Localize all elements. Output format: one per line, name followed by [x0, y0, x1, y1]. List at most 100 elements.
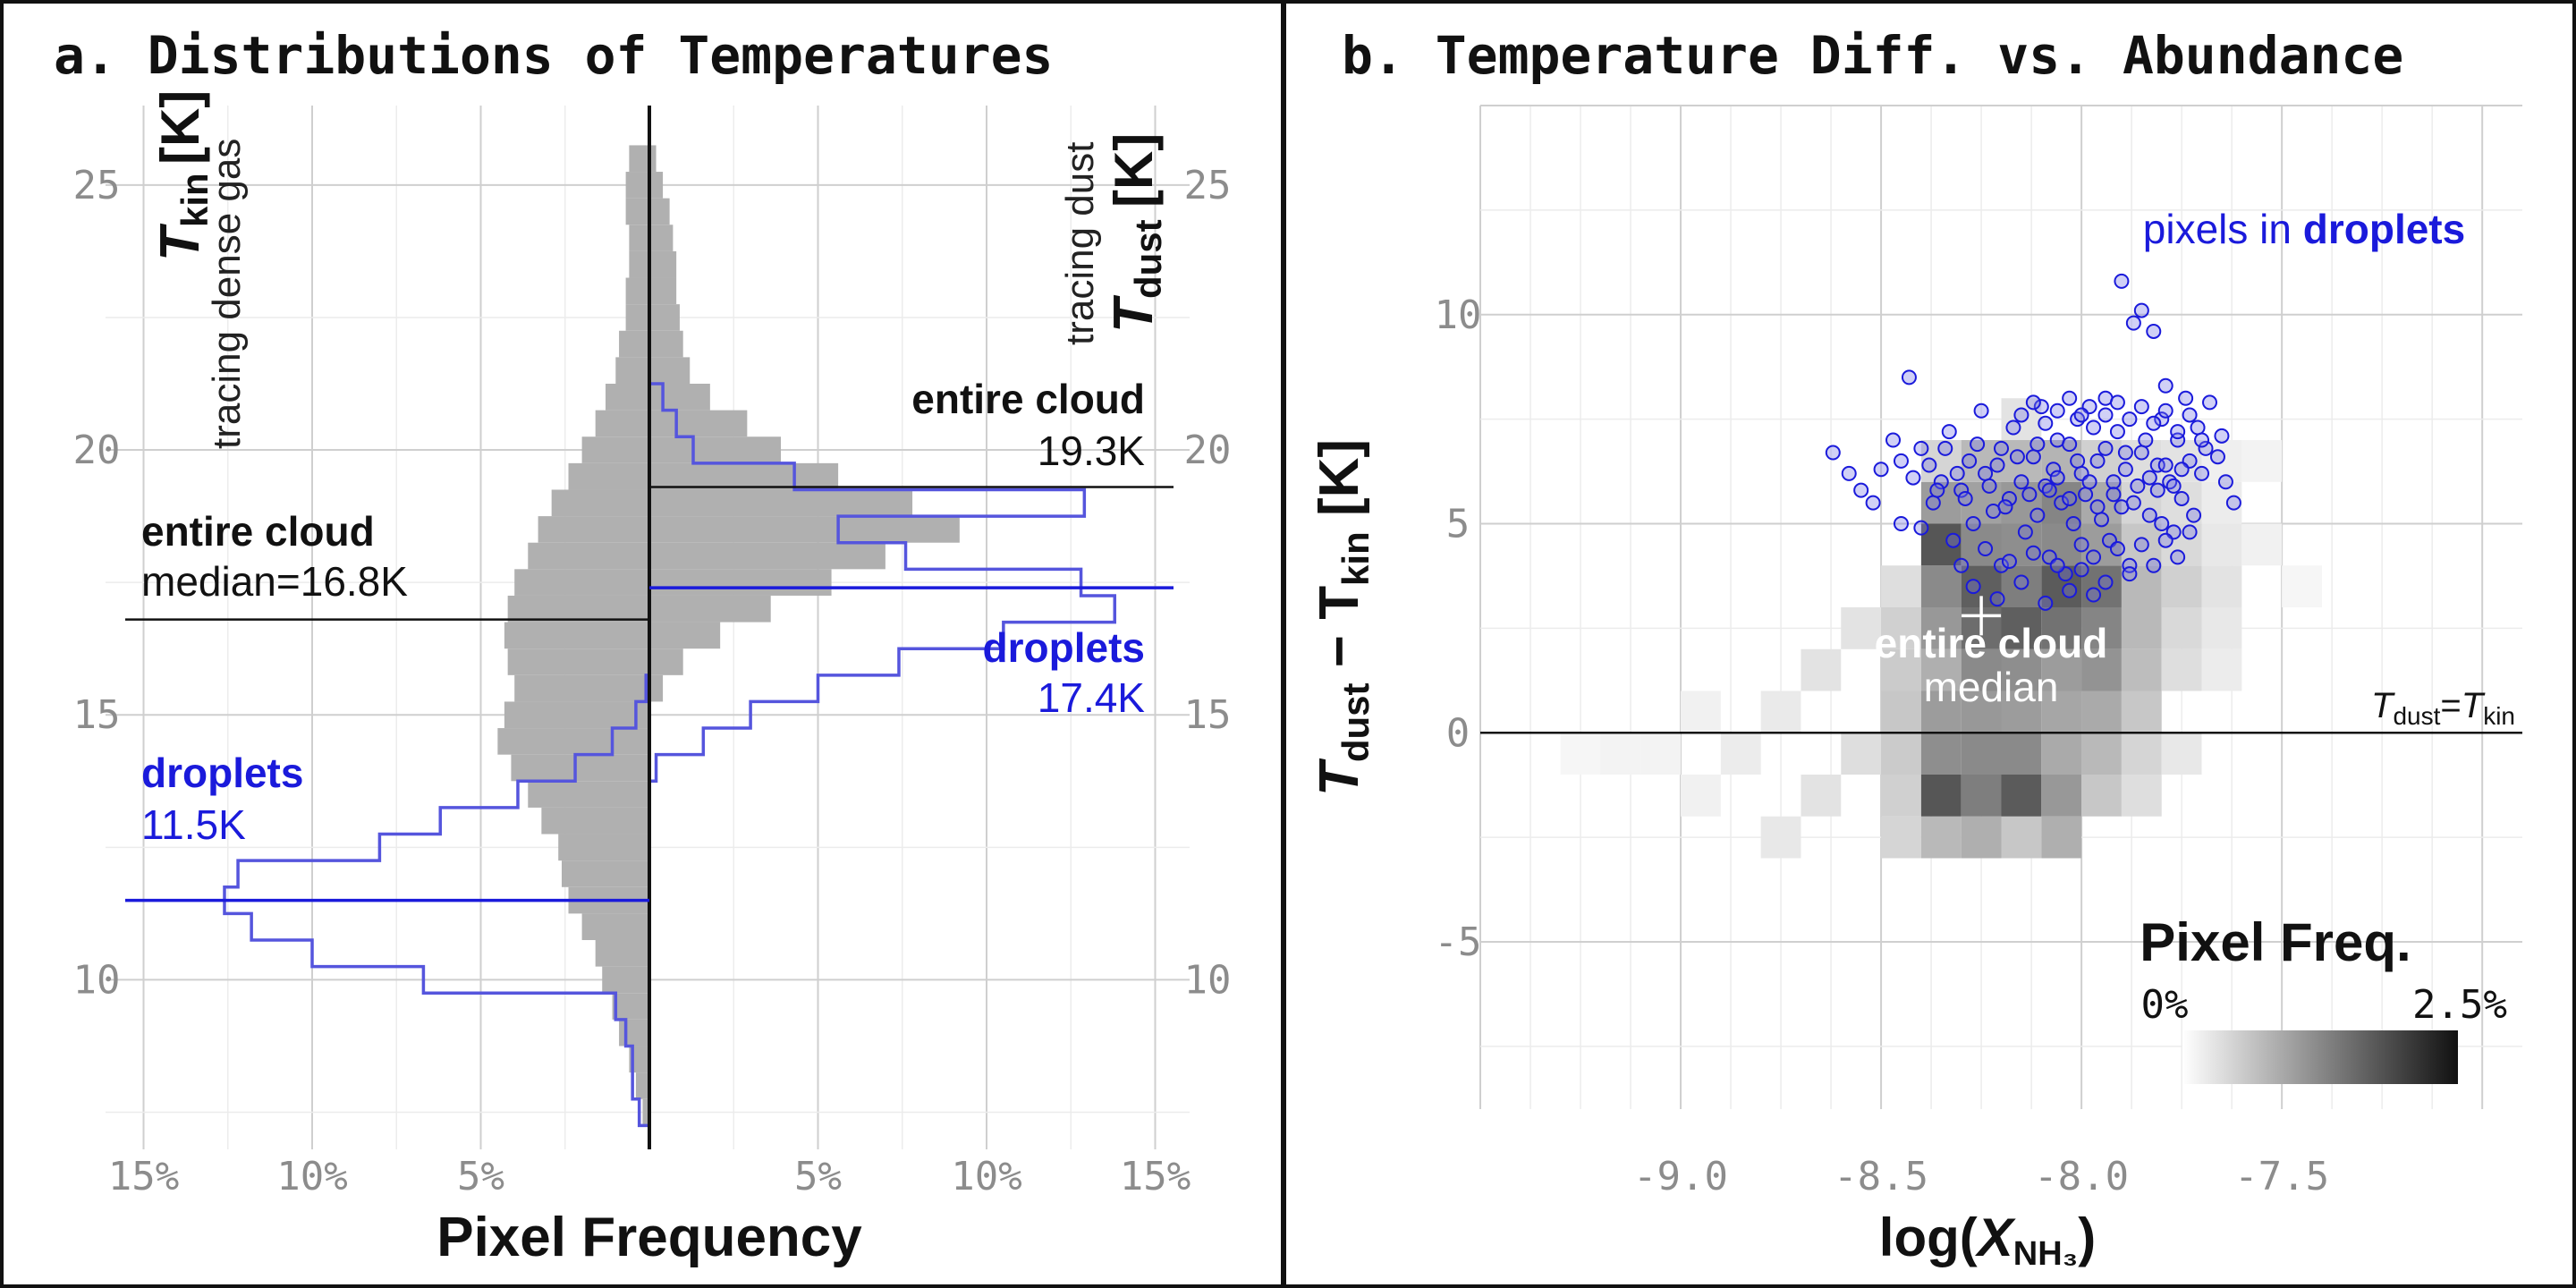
- scatter-point: [2013, 574, 2029, 590]
- heatmap-cell: [2241, 523, 2283, 566]
- hist-bar: [629, 250, 649, 278]
- hist-bar: [561, 860, 649, 887]
- heatmap-cell: [1881, 816, 1921, 859]
- scatter-point: [2029, 436, 2046, 453]
- scatter-point: [2038, 415, 2054, 431]
- hist-bar: [649, 462, 839, 490]
- ann-cloud-left-title: entire cloud: [141, 508, 375, 555]
- heatmap-cell: [1640, 733, 1682, 775]
- heatmap-cell: [2201, 648, 2242, 691]
- hist-bar: [625, 277, 649, 305]
- hist-bar: [541, 807, 649, 835]
- colorbar-max-label: 2.5%: [2412, 982, 2507, 1028]
- panel-a-title: a. Distributions of Temperatures: [54, 25, 1053, 86]
- scatter-point: [2065, 516, 2081, 531]
- tkin-unit: [K]: [150, 90, 210, 165]
- panel-b-ticks: -5 0 5 10 -9.0 -8.5 -8.0 -7.5: [1435, 292, 2330, 1199]
- scatter-point: [2170, 549, 2186, 565]
- hist-bar: [649, 357, 691, 385]
- ann-drop-left-value: 11.5K: [141, 801, 246, 848]
- scatter-point: [2157, 457, 2174, 473]
- scatter-point: [2149, 482, 2165, 498]
- scatter-point: [1825, 445, 1841, 461]
- scatter-point: [2182, 524, 2198, 540]
- scatter-point: [2062, 490, 2078, 506]
- scatter-point: [2017, 524, 2033, 540]
- scatter-point: [2174, 462, 2190, 478]
- y-tick-right: 25: [1184, 163, 1232, 208]
- heatmap-cell: [1560, 733, 1601, 775]
- scatter-point: [1905, 470, 1921, 486]
- hist-bar: [595, 940, 649, 967]
- scatter-point: [2041, 482, 2057, 498]
- scatter-point: [2198, 440, 2214, 456]
- scatter-point: [2054, 495, 2070, 511]
- scatter-point: [1989, 591, 2005, 607]
- heatmap-cell: [1720, 733, 1761, 775]
- heatmap-cell: [2161, 733, 2202, 775]
- hist-bar: [642, 1098, 649, 1126]
- scatter-point: [1873, 462, 1889, 478]
- ann-cloud-right-title: entire cloud: [911, 376, 1145, 422]
- scatter-point: [1973, 402, 1989, 419]
- scatter-point: [2062, 436, 2078, 453]
- heatmap-cell: [2001, 733, 2042, 775]
- scatter-point: [2046, 462, 2062, 478]
- scatter-point: [1901, 369, 1917, 386]
- scatter-point: [2073, 562, 2089, 578]
- scatter-point: [2225, 495, 2241, 511]
- scatter-point: [1841, 465, 1857, 481]
- scatter-point: [2073, 537, 2089, 553]
- hist-bar: [635, 1072, 649, 1099]
- scatter-point: [2133, 537, 2149, 553]
- y-tick-right: 20: [1184, 428, 1232, 473]
- right-axis-desc: tracing dust: [1058, 142, 1102, 345]
- tkin-symbol: T: [149, 223, 211, 261]
- heatmap-cell: [2161, 648, 2202, 691]
- scatter-point: [2062, 582, 2078, 598]
- panel-b-ylabel: Tdust − Tkin [K]: [1309, 439, 1377, 796]
- colorbar-title: Pixel Freq.: [2140, 912, 2411, 972]
- ref-t2: T: [2462, 686, 2486, 725]
- heatmap-cell: [2041, 648, 2082, 691]
- scatter-point: [2214, 428, 2230, 444]
- scatter-point: [2186, 507, 2202, 523]
- heatmap-cell: [1881, 607, 1921, 649]
- heatmap-cell: [2081, 648, 2122, 691]
- scatter-point: [2097, 407, 2114, 423]
- hist-bar: [649, 277, 677, 305]
- ylabel-t1: T: [1309, 758, 1370, 796]
- scatter-point: [2106, 487, 2122, 503]
- ref-eq: =: [2440, 686, 2461, 725]
- heatmap-cell: [1961, 648, 2002, 691]
- heatmap-cell: [2001, 691, 2042, 733]
- hist-bar: [629, 1046, 649, 1073]
- heatmap-cell: [1801, 775, 1842, 817]
- panel-b-heatmap: [1560, 398, 2322, 859]
- hist-bar: [514, 569, 649, 596]
- panel-a-xlabel: Pixel Frequency: [436, 1207, 862, 1268]
- y-tick: 5: [1446, 502, 1470, 547]
- x-tick: 15%: [108, 1154, 179, 1199]
- y-tick-right: 10: [1184, 957, 1232, 1003]
- scatter-point: [2165, 478, 2182, 494]
- ann-median-title: entire cloud: [1875, 620, 2108, 666]
- scatter-point: [2109, 541, 2125, 557]
- scatter-point: [2025, 394, 2041, 411]
- scatter-point: [2033, 399, 2049, 415]
- scatter-point: [1965, 516, 1981, 531]
- ann-cloud-right-value: 19.3K: [1038, 428, 1146, 474]
- hist-bar: [649, 489, 913, 517]
- hist-bar: [528, 542, 649, 570]
- scatter-point: [2209, 449, 2225, 465]
- scatter-point: [1937, 440, 1953, 456]
- panel-b-median-marker: [1962, 596, 2002, 636]
- scatter-point: [1994, 557, 2009, 573]
- heatmap-cell: [1881, 565, 1921, 607]
- scatter-point: [2141, 470, 2157, 486]
- heatmap-cell: [2201, 565, 2242, 607]
- y-tick: 0: [1446, 710, 1470, 756]
- heatmap-cell: [2161, 565, 2202, 607]
- ann-pixels-bold: droplets: [2303, 206, 2465, 252]
